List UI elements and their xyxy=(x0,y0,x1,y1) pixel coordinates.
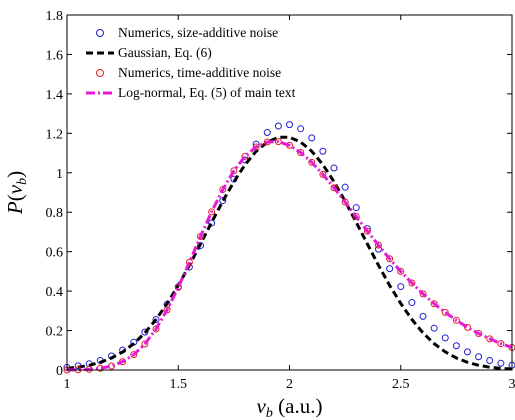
series-2-point xyxy=(241,152,249,160)
legend-marker xyxy=(96,29,104,37)
x-tick-label: 3 xyxy=(509,377,515,392)
series-2 xyxy=(63,138,515,374)
y-tick-label: 0.8 xyxy=(46,206,64,221)
series-0-point xyxy=(419,312,427,320)
series-2-point xyxy=(441,308,449,316)
x-tick-label: 2 xyxy=(286,377,293,392)
x-axis-label: vb (a.u.) xyxy=(257,394,323,420)
legend-label: Log-normal, Eq. (5) of main text xyxy=(118,85,296,100)
series-0-point xyxy=(464,348,471,356)
series-2-point xyxy=(274,138,282,146)
series-0-point xyxy=(208,219,216,227)
series-0-point xyxy=(274,122,282,130)
series-2-point xyxy=(419,290,427,298)
series-0 xyxy=(63,121,515,371)
series-0-point xyxy=(497,359,505,367)
series-2-point xyxy=(341,198,349,206)
series-0-point xyxy=(286,121,293,129)
legend-item-2: Numerics, time-additive noise xyxy=(96,65,281,80)
series-2-point xyxy=(330,184,338,192)
series-2-point xyxy=(363,227,371,235)
series-2-point xyxy=(141,340,149,348)
x-axis: 1 1.5 2 2.5 3 xyxy=(64,15,515,392)
series-0-point xyxy=(486,357,494,365)
legend-item-3: Log-normal, Eq. (5) of main text xyxy=(86,85,296,100)
series-0-point xyxy=(408,299,416,307)
series-layer xyxy=(63,121,515,374)
series-0-point xyxy=(152,316,160,324)
series-0-point xyxy=(397,283,405,291)
y-tick-label: 0.2 xyxy=(46,325,64,340)
series-2-point xyxy=(452,316,460,324)
series-0-point xyxy=(452,342,460,350)
series-2-point xyxy=(152,325,160,333)
series-0-point xyxy=(141,328,149,336)
series-3 xyxy=(66,140,513,372)
series-2-point xyxy=(163,306,171,314)
series-2-point xyxy=(130,351,138,359)
series-0-point xyxy=(341,183,349,191)
series-0-point xyxy=(330,164,338,172)
series-2-point xyxy=(352,213,360,221)
series-0-point xyxy=(441,334,449,342)
series-0-point xyxy=(430,324,438,332)
y-tick-label: 1 xyxy=(56,167,63,182)
y-tick-label: 0.6 xyxy=(46,246,64,261)
series-0-point xyxy=(297,125,305,133)
x-tick-label: 1 xyxy=(64,377,71,392)
series-0-point xyxy=(263,129,271,137)
series-2-point xyxy=(375,241,382,249)
series-2-point xyxy=(397,267,405,275)
legend-label: Gaussian, Eq. (6) xyxy=(118,45,212,60)
x-tick-label: 2.5 xyxy=(392,377,410,392)
y-axis-label: P(vb) xyxy=(3,171,30,215)
series-2-point xyxy=(252,143,260,151)
series-0-point xyxy=(219,197,227,205)
y-tick-label: 0.4 xyxy=(46,285,64,300)
x-tick-label: 1.5 xyxy=(170,377,188,392)
series-2-point xyxy=(497,340,505,348)
series-2-point xyxy=(208,208,216,216)
y-tick-label: 1.4 xyxy=(46,88,64,103)
series-2-point xyxy=(230,167,238,175)
legend-marker xyxy=(96,69,104,77)
y-tick-label: 1.8 xyxy=(46,9,64,24)
legend-item-0: Numerics, size-additive noise xyxy=(96,25,278,40)
series-0-point xyxy=(308,134,316,142)
series-0-point xyxy=(475,353,483,361)
legend: Numerics, size-additive noise Gaussian, E… xyxy=(86,25,296,100)
legend-item-1: Gaussian, Eq. (6) xyxy=(86,45,212,60)
series-2-point xyxy=(386,255,394,263)
y-tick-label: 0 xyxy=(56,364,63,379)
series-0-point xyxy=(197,242,204,250)
y-tick-label: 1.2 xyxy=(46,127,64,142)
y-tick-label: 1.6 xyxy=(46,48,64,63)
series-1-line xyxy=(66,135,513,371)
series-2-point xyxy=(308,158,316,166)
series-2-point xyxy=(319,170,327,178)
series-2-point xyxy=(408,279,416,287)
series-0-point xyxy=(319,147,327,155)
series-3-line xyxy=(66,140,513,372)
legend-label: Numerics, time-additive noise xyxy=(118,65,281,80)
series-2-point xyxy=(297,148,305,156)
series-0-point xyxy=(352,204,360,212)
y-axis: 0 0.2 0.4 0.6 0.8 1 1.2 1.4 1.6 1.8 xyxy=(46,9,512,379)
legend-label: Numerics, size-additive noise xyxy=(118,25,278,40)
series-2-point xyxy=(430,300,438,308)
series-0-point xyxy=(386,265,394,273)
series-1 xyxy=(66,135,513,371)
